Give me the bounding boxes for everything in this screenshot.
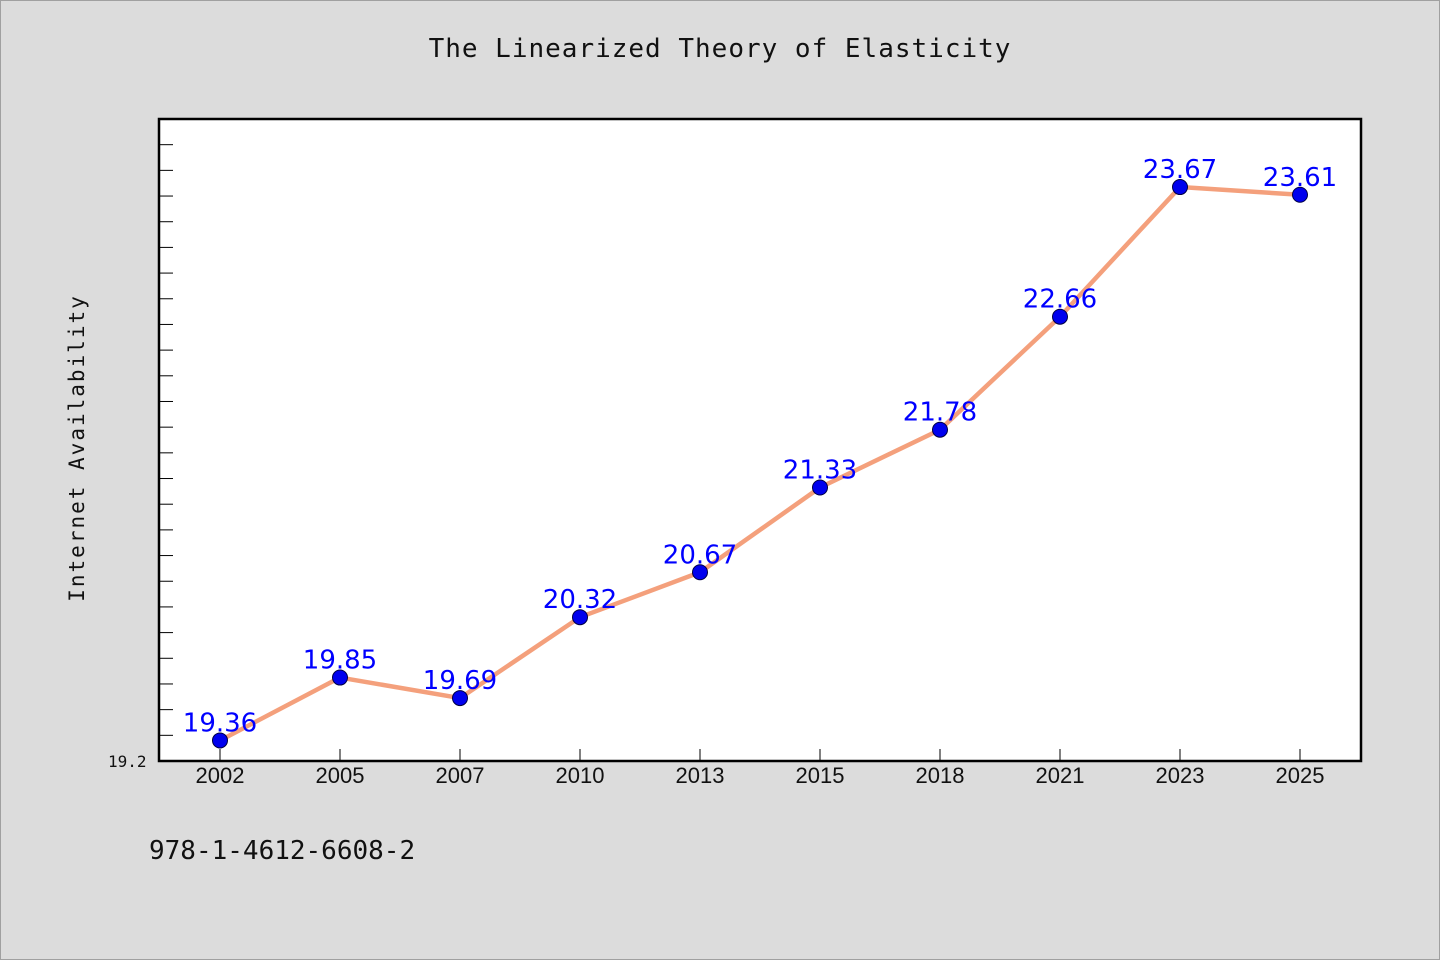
data-point [1172, 179, 1188, 196]
x-tick-label: 2015 [796, 763, 845, 788]
data-markers [212, 179, 1308, 749]
x-tick-label: 2025 [1276, 763, 1325, 788]
x-tick-label: 2023 [1156, 763, 1205, 788]
data-point [692, 564, 708, 581]
x-tick-label: 2021 [1036, 763, 1085, 788]
x-axis-tick-labels: 2002 2005 2007 2010 2013 2015 2018 2021 2023 2025 [196, 763, 1325, 788]
data-point [1292, 186, 1308, 203]
chart-title: The Linearized Theory of Elasticity [428, 34, 1012, 64]
x-tick-label: 2018 [916, 763, 965, 788]
x-tick-label: 2005 [316, 763, 365, 788]
plot-area [157, 117, 1363, 763]
x-tick-label: 2002 [196, 763, 245, 788]
data-point [212, 732, 228, 749]
data-point [812, 479, 828, 496]
footer-note: 978-1-4612-6608-2 [149, 836, 416, 866]
data-point [332, 669, 348, 686]
x-tick-label: 2007 [436, 763, 485, 788]
y-axis-tick-label: 19.2 [108, 752, 147, 771]
data-labels: 19.3619.8519.6920.3220.6721.3321.7822.66… [183, 155, 1337, 738]
x-tick-label: 2013 [676, 763, 725, 788]
x-axis-ticks [219, 749, 1301, 761]
y-axis-ticks [159, 144, 173, 762]
data-point [1052, 308, 1068, 325]
data-point [572, 609, 588, 626]
series-line [217, 184, 1303, 743]
x-tick-label: 2010 [556, 763, 605, 788]
data-point [932, 421, 948, 438]
data-point [452, 690, 468, 707]
